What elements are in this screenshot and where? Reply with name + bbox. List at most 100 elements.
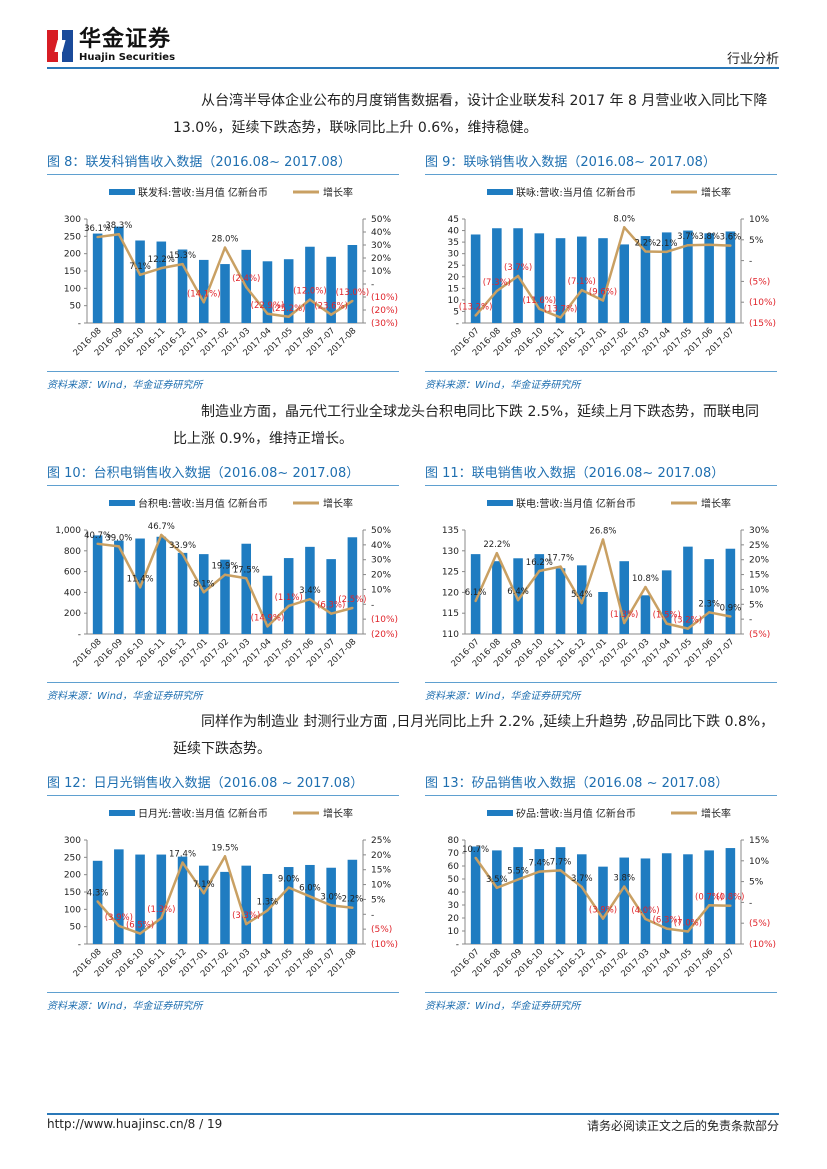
legend-bar-label: 矽品:营收:当月值 亿新台币	[516, 807, 636, 820]
growth-point	[644, 250, 647, 253]
growth-data-label: (14.9%)	[251, 613, 285, 623]
growth-data-label: (12.0%)	[293, 287, 327, 297]
left-tick-label: 80	[448, 836, 460, 846]
growth-data-label: 5.4%	[571, 590, 593, 600]
revenue-bar	[661, 853, 672, 944]
left-tick-label: 400	[64, 588, 81, 598]
growth-point	[559, 869, 562, 872]
legend-line-label: 增长率	[323, 186, 353, 199]
chart: 台积电:营收:当月值 亿新台币 增长率 - 200 400 600 800 1,000 (20%…	[55, 497, 398, 669]
left-tick-label: 150	[64, 267, 81, 277]
chart: 矽品:营收:当月值 亿新台币 增长率 - 10 20 30 40 50 60 70 80 (10%) (…	[448, 807, 776, 979]
figure-8: 图 8：联发科销售收入数据（2016.08~ 2017.08） 联发科:营收:当月…	[47, 154, 399, 391]
revenue-bar	[347, 537, 358, 634]
figure-11: 图 11：联电销售收入数据（2016.08~ 2017.08） 联电:营收:当月值…	[425, 465, 777, 702]
figure-source: 资料来源：Wind，华金证券研究所	[47, 371, 399, 391]
left-tick-label: 10	[448, 927, 460, 937]
revenue-bar	[114, 540, 124, 634]
company-logo: 华金证券 Huajin Securities	[47, 28, 175, 63]
right-tick-label: 50%	[371, 215, 391, 225]
growth-data-label: (3.9%)	[589, 906, 617, 916]
right-tick-label: 40%	[371, 541, 391, 551]
left-tick-label: 800	[64, 547, 81, 557]
legend-bar-swatch	[487, 189, 513, 195]
chart: 日月光:营收:当月值 亿新台币 增长率 - 50 100 150 200 250 300 (10%…	[64, 807, 398, 979]
left-tick-label: -	[456, 940, 459, 950]
growth-data-label: 1.3%	[257, 897, 279, 907]
right-tick-label: -	[371, 600, 374, 610]
growth-point	[495, 289, 499, 293]
growth-data-label: (6.3%)	[317, 601, 345, 611]
growth-point	[117, 924, 121, 928]
growth-data-label: (4.0%)	[631, 906, 659, 916]
growth-data-label: 33.9%	[169, 541, 196, 551]
growth-point	[181, 552, 184, 556]
growth-point	[665, 622, 668, 625]
revenue-bar	[513, 558, 523, 634]
right-tick-label: 25%	[371, 836, 391, 846]
growth-data-label: 3.5%	[486, 875, 508, 885]
figure-source: 资料来源：Wind，华金证券研究所	[47, 992, 399, 1012]
growth-point	[329, 904, 333, 907]
legend-bar-label: 联发科:营收:当月值 亿新台币	[138, 186, 268, 199]
revenue-bar	[220, 871, 230, 944]
growth-data-label: (6.3%)	[653, 916, 681, 926]
revenue-bar	[198, 865, 209, 944]
revenue-bar	[725, 548, 736, 634]
growth-point	[686, 244, 690, 247]
left-tick-label: 30	[448, 250, 460, 260]
revenue-bar	[640, 236, 651, 323]
footer-disclaimer: 请务必阅读正文之后的免责条款部分	[586, 1119, 779, 1133]
growth-point	[160, 916, 163, 920]
growth-point	[580, 885, 583, 889]
growth-data-label: 36.1%	[84, 224, 111, 234]
growth-point	[223, 246, 227, 249]
revenue-bar	[555, 568, 566, 634]
growth-data-label: 19.5%	[211, 843, 238, 853]
paragraph-line: 从台湾半导体企业公布的月度销售数据看，设计企业联发科 2017 年 8 月营业收…	[201, 93, 768, 109]
growth-point	[308, 895, 312, 898]
chart: 联电:营收:当月值 亿新台币 增长率 110 115 120 125 130 135 (5%) -…	[442, 497, 771, 669]
legend-bar-label: 联咏:营收:当月值 亿新台币	[516, 186, 636, 199]
right-tick-label: -	[749, 898, 752, 908]
growth-data-label: (11.6%)	[522, 296, 556, 306]
revenue-bar	[283, 558, 294, 634]
left-tick-label: 150	[64, 888, 81, 898]
growth-data-label: 10.7%	[462, 845, 489, 855]
revenue-bar	[704, 233, 714, 323]
growth-data-label: 22.2%	[483, 540, 510, 550]
growth-point	[665, 250, 668, 254]
revenue-bar	[135, 240, 145, 323]
growth-data-label: (0.7%)	[695, 892, 723, 902]
right-tick-label: (10%)	[371, 940, 398, 950]
growth-point	[329, 313, 333, 316]
growth-point	[665, 927, 668, 930]
growth-data-label: 40.7%	[84, 531, 111, 541]
figure-title: 图 12：日月光销售收入数据（2016.08 ~ 2017.08）	[47, 775, 399, 796]
growth-data-label: 4.3%	[87, 889, 109, 899]
revenue-bar	[241, 865, 252, 944]
legend-bar-swatch	[109, 189, 135, 195]
legend-line-label: 增长率	[701, 807, 731, 820]
growth-point	[245, 285, 248, 289]
revenue-bar	[725, 848, 736, 944]
revenue-bar	[262, 575, 273, 634]
growth-point	[96, 900, 99, 903]
revenue-bar	[555, 238, 566, 323]
growth-data-label: (23.6%)	[314, 302, 348, 312]
growth-data-label: (6.5%)	[126, 921, 154, 931]
revenue-bar	[177, 552, 188, 634]
paragraph-line: 延续下跌态势。	[173, 741, 271, 757]
left-tick-label: 10	[448, 296, 460, 306]
footer-url-page[interactable]: http://www.huajinsc.cn/8 / 19	[47, 1117, 223, 1131]
left-tick-label: -	[456, 319, 459, 329]
revenue-bar	[492, 228, 502, 323]
revenue-bar	[92, 233, 103, 323]
right-tick-label: -	[749, 257, 752, 267]
growth-data-label: (13.0%)	[336, 288, 370, 298]
growth-data-label: (22.9%)	[251, 301, 285, 311]
left-tick-label: 125	[442, 568, 459, 578]
growth-point	[266, 625, 269, 628]
revenue-bar	[704, 559, 714, 634]
revenue-bar	[177, 249, 188, 323]
